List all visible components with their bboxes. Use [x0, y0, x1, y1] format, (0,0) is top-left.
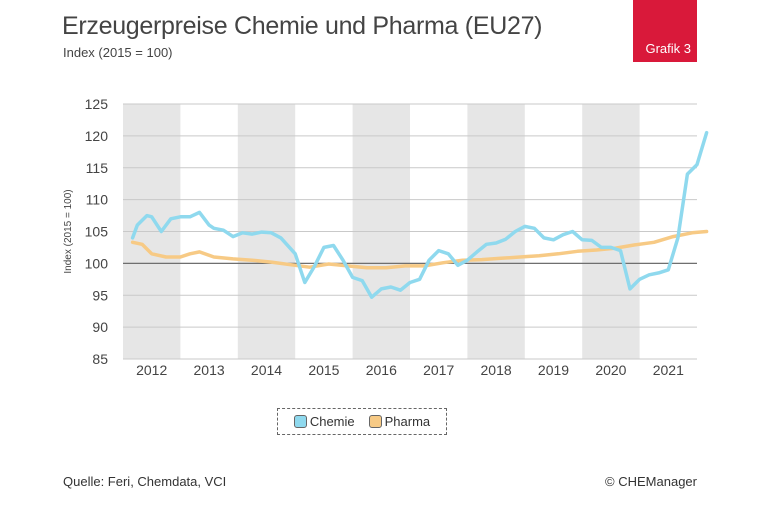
- y-tick-label-100: 100: [85, 255, 109, 271]
- y-tick-label-125: 125: [85, 96, 109, 112]
- legend-swatch-pharma: [368, 415, 382, 428]
- legend-swatch-chemie: [293, 415, 307, 428]
- y-tick-label-110: 110: [86, 192, 109, 208]
- x-tick-label-2012: 2012: [136, 362, 167, 378]
- x-tick-label-2020: 2020: [595, 362, 626, 378]
- x-tick-label-2017: 2017: [423, 362, 454, 378]
- x-tick-label-2013: 2013: [194, 362, 225, 378]
- x-tick-label-2014: 2014: [251, 362, 282, 378]
- copyright-note: © CHEManager: [605, 474, 697, 489]
- y-tick-label-120: 120: [85, 128, 109, 144]
- y-tick-label-105: 105: [85, 224, 109, 240]
- y-tick-label-90: 90: [92, 319, 108, 335]
- figure-badge-label: Grafik 3: [645, 41, 691, 56]
- y-tick-label-95: 95: [92, 287, 108, 303]
- x-tick-label-2021: 2021: [653, 362, 684, 378]
- y-tick-label-85: 85: [92, 351, 108, 367]
- y-axis-label: Index (2015 = 100): [63, 189, 74, 273]
- legend-label-pharma: Pharma: [384, 414, 431, 429]
- legend-item-chemie: Chemie: [293, 414, 355, 429]
- chart-subtitle: Index (2015 = 100): [63, 45, 173, 60]
- legend-item-pharma: Pharma: [368, 414, 431, 429]
- chart-legend: Chemie Pharma: [277, 408, 447, 435]
- x-tick-label-2016: 2016: [366, 362, 397, 378]
- figure-badge: Grafik 3: [633, 0, 697, 62]
- series-line-chemie: [130, 130, 709, 299]
- chart-title: Erzeugerpreise Chemie und Pharma (EU27): [62, 12, 543, 40]
- x-tick-label-2015: 2015: [308, 362, 339, 378]
- x-tick-label-2018: 2018: [481, 362, 512, 378]
- source-note: Quelle: Feri, Chemdata, VCI: [63, 474, 227, 489]
- line-chart: 85 90 95 100 105 110 115 120 125 2012 2013 2014 2015…: [63, 96, 709, 378]
- x-tick-label-2019: 2019: [538, 362, 569, 378]
- legend-label-chemie: Chemie: [309, 414, 355, 429]
- y-tick-label-115: 115: [86, 160, 109, 176]
